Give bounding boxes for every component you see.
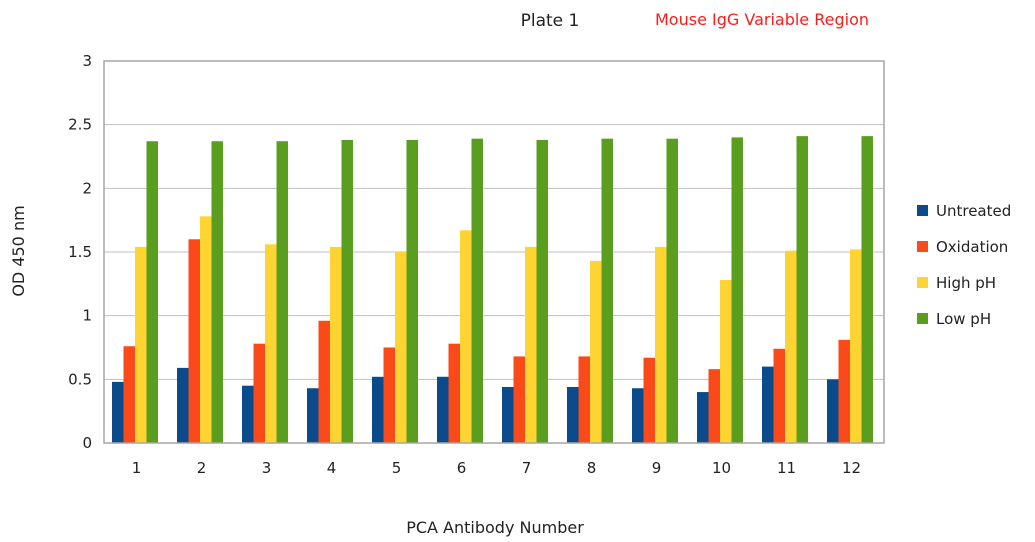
bar — [406, 139, 418, 444]
legend-label: High pH — [936, 274, 996, 292]
bar — [448, 343, 460, 443]
bar — [708, 369, 720, 443]
bar — [307, 388, 319, 443]
bar — [590, 260, 602, 443]
chart-subtitle: Mouse IgG Variable Region — [655, 10, 869, 29]
legend-swatch — [917, 277, 928, 288]
x-tick-label: 5 — [392, 459, 402, 477]
bar — [666, 138, 678, 443]
bar — [567, 386, 579, 443]
bar — [341, 139, 353, 444]
bar — [460, 230, 472, 443]
bar — [502, 386, 514, 443]
bar — [796, 136, 808, 444]
bar — [135, 246, 147, 443]
bar — [578, 356, 590, 443]
bar — [211, 141, 223, 443]
bar — [330, 246, 342, 443]
bar — [112, 381, 124, 443]
bar — [827, 379, 839, 443]
bar — [697, 392, 709, 443]
y-tick-label: 3 — [82, 52, 92, 70]
bar — [720, 280, 732, 443]
legend-swatch — [917, 313, 928, 324]
bar — [655, 246, 667, 443]
bar — [850, 249, 862, 443]
bar — [471, 138, 483, 443]
bar — [643, 357, 655, 443]
y-tick-label: 2.5 — [68, 116, 92, 134]
y-axis-ticks: 0 0.5 1 1.5 2 2.5 3 — [68, 52, 92, 452]
bar — [383, 347, 395, 443]
bar — [601, 138, 613, 443]
legend-swatch — [917, 205, 928, 216]
x-tick-label: 4 — [327, 459, 337, 477]
x-tick-label: 9 — [652, 459, 662, 477]
bar — [177, 367, 189, 443]
x-tick-label: 8 — [587, 459, 597, 477]
bar — [785, 250, 797, 443]
x-tick-label: 2 — [197, 459, 207, 477]
bars — [112, 136, 873, 444]
y-tick-label: 2 — [82, 179, 92, 197]
bar — [200, 216, 212, 443]
bar — [253, 343, 265, 443]
bar — [513, 356, 525, 443]
bar — [536, 139, 548, 444]
gridlines — [104, 124, 884, 380]
x-tick-label: 11 — [777, 459, 796, 477]
y-axis-title: OD 450 nm — [9, 205, 28, 296]
bar — [123, 346, 135, 443]
chart-title: Plate 1 — [521, 11, 580, 31]
bar — [372, 376, 384, 443]
bar — [188, 239, 200, 443]
bar — [525, 246, 537, 443]
bar — [242, 385, 254, 443]
bar — [276, 141, 288, 443]
legend-label: Oxidation — [936, 238, 1008, 256]
bar — [773, 348, 785, 443]
bar — [318, 320, 330, 443]
bar — [762, 366, 774, 443]
legend: Untreated Oxidation High pH Low pH — [917, 202, 1011, 328]
legend-label: Low pH — [936, 310, 991, 328]
y-tick-label: 0.5 — [68, 370, 92, 388]
y-tick-label: 1.5 — [68, 243, 92, 261]
x-tick-label: 10 — [712, 459, 731, 477]
x-tick-label: 6 — [457, 459, 467, 477]
x-axis-title: PCA Antibody Number — [406, 518, 584, 537]
x-tick-label: 12 — [842, 459, 861, 477]
x-tick-label: 1 — [132, 459, 142, 477]
x-tick-label: 3 — [262, 459, 272, 477]
bar — [632, 388, 644, 443]
legend-swatch — [917, 241, 928, 252]
legend-label: Untreated — [936, 202, 1011, 220]
bar — [838, 339, 850, 443]
x-tick-label: 7 — [522, 459, 532, 477]
bar — [146, 141, 158, 443]
x-axis-ticks: 1 2 3 4 5 6 7 8 9 10 11 12 — [132, 459, 861, 477]
bar — [731, 137, 743, 443]
bar — [861, 136, 873, 444]
y-tick-label: 1 — [82, 307, 92, 325]
bar — [265, 244, 277, 443]
y-tick-label: 0 — [82, 434, 92, 452]
plot-frame — [103, 60, 885, 444]
bar — [437, 376, 449, 443]
bar — [395, 252, 407, 443]
